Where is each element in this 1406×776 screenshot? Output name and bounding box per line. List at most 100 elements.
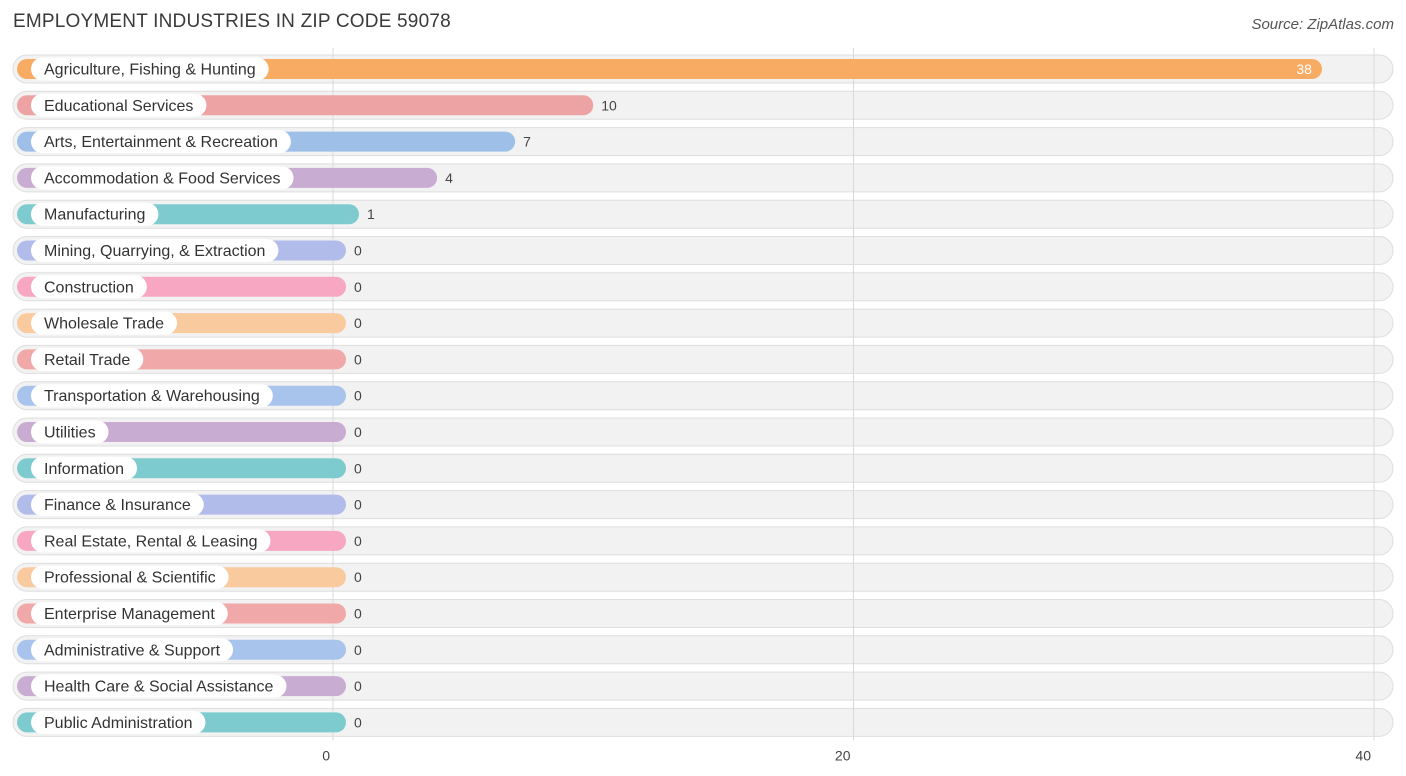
row-background [12,490,1394,520]
category-label-pill [31,456,138,480]
value-label: 10 [601,97,617,113]
category-label-pill [31,565,229,589]
chart-title: EMPLOYMENT INDUSTRIES IN ZIP CODE 59078 [13,11,451,32]
category-label: Transportation & Warehousing [44,388,260,405]
category-label-pill [31,311,178,335]
value-label: 0 [354,569,362,585]
category-label: Utilities [44,425,96,442]
bar-row: Public Administration 0 [17,710,362,734]
tick-label-20: 20 [835,747,851,763]
category-label: Arts, Entertainment & Recreation [44,134,278,151]
tick-label-0: 0 [322,747,330,763]
category-label-pill [31,493,204,517]
category-label-pill [31,347,144,371]
bar [17,59,1322,79]
row-background [12,635,1394,665]
value-label: 0 [354,388,362,404]
category-label-pill [31,166,294,190]
value-label: 0 [354,460,362,476]
category-label: Manufacturing [44,207,145,224]
value-label: 38 [1296,61,1312,77]
category-label: Educational Services [44,98,193,115]
bar-row: Administrative & Support 0 [17,638,362,662]
row-background [12,236,1394,265]
category-label-pill [31,130,291,154]
bar-row: Accommodation & Food Services 4 [17,166,453,190]
category-label: Construction [44,279,134,296]
category-label-pill [31,384,273,408]
bar-row: Real Estate, Rental & Leasing 0 [17,529,362,553]
value-label: 0 [354,642,362,658]
category-label: Health Care & Social Assistance [44,679,274,696]
category-label-pill [31,275,147,299]
bar-row: Professional & Scientific 0 [17,565,362,589]
row-background [12,453,1394,483]
value-label: 0 [354,533,362,549]
category-label-pill [31,710,206,734]
category-label: Mining, Quarrying, & Extraction [44,243,265,260]
value-label: 0 [354,424,362,440]
row-background [12,562,1394,592]
category-label-pill [31,638,234,662]
bar-row: Educational Services 10 [17,93,617,117]
value-label: 0 [354,279,362,295]
row-background [12,308,1394,338]
value-label: 0 [354,497,362,513]
category-label-pill [31,529,271,553]
category-label: Agriculture, Fishing & Hunting [44,62,256,79]
bar-row: Utilities 0 [17,420,362,444]
value-label: 0 [354,351,362,367]
category-label-pill [31,202,159,226]
value-label: 0 [354,243,362,259]
category-label: Enterprise Management [44,606,215,623]
row-background [12,344,1394,374]
bar-row: Wholesale Trade 0 [17,311,362,335]
category-label-pill [31,93,207,117]
source-credit: Source: ZipAtlas.com [1251,16,1394,33]
row-background [12,707,1394,737]
bar-row: Transportation & Warehousing 0 [17,384,362,408]
row-background [12,671,1394,701]
bar-row: Finance & Insurance 0 [17,493,362,517]
value-label: 0 [354,714,362,730]
category-label-pill [31,674,287,698]
value-label: 4 [445,170,453,186]
row-background [12,417,1394,447]
bar-row: Construction 0 [17,275,362,299]
value-label: 0 [354,606,362,622]
bar-row: Mining, Quarrying, & Extraction 0 [17,239,362,262]
category-label: Public Administration [44,715,193,732]
row-background [12,272,1394,302]
category-label-pill [31,57,269,81]
category-label: Wholesale Trade [44,316,164,333]
row-background [12,381,1394,411]
bar-row: Information 0 [17,456,362,480]
category-label: Retail Trade [44,352,130,369]
value-label: 0 [354,678,362,694]
value-label: 0 [354,315,362,331]
category-label-pill [31,420,109,444]
category-label: Accommodation & Food Services [44,170,281,187]
category-label: Information [44,461,124,478]
category-label-pill [31,239,279,262]
bar-row: Arts, Entertainment & Recreation 7 [17,130,531,154]
category-label: Administrative & Support [44,642,221,659]
bar-row: Health Care & Social Assistance 0 [17,674,362,698]
row-background [12,526,1394,556]
value-label: 7 [523,134,531,150]
category-label: Finance & Insurance [44,497,191,514]
category-label: Professional & Scientific [44,570,216,587]
bars: Agriculture, Fishing & Hunting 38 Educatio… [17,57,1322,734]
bar-row: Agriculture, Fishing & Hunting 38 [17,57,1322,81]
row-background [12,199,1394,229]
tick-label-40: 40 [1355,747,1371,763]
bar-row: Manufacturing 1 [17,202,375,226]
x-axis-ticks: 0 20 40 [322,747,1371,763]
value-label: 1 [367,206,375,222]
bar-row: Retail Trade 0 [17,347,362,371]
row-background [12,599,1394,628]
category-label-pill [31,602,228,625]
category-label: Real Estate, Rental & Leasing [44,533,257,550]
bar-row: Enterprise Management 0 [17,602,362,625]
